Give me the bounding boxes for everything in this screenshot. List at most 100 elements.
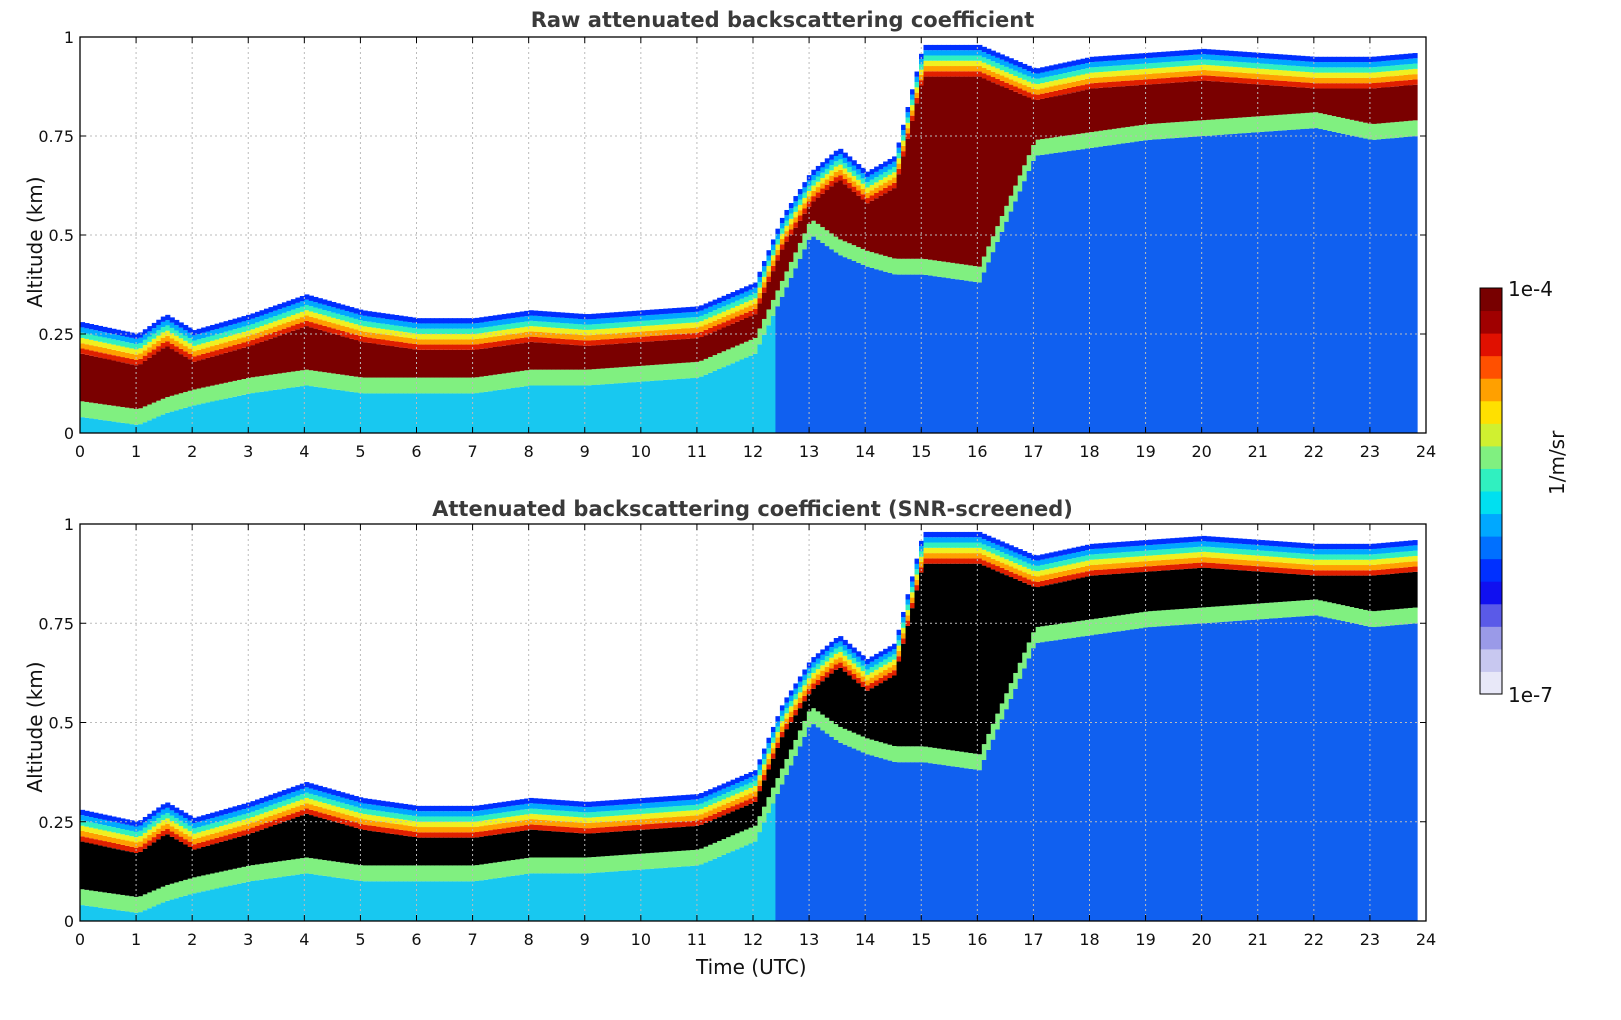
heatmap-cell: [192, 893, 198, 921]
heatmap-cell: [591, 833, 597, 858]
heatmap-cell: [672, 363, 678, 380]
heatmap-cell: [286, 388, 292, 433]
heatmap-cell: [331, 302, 337, 308]
heatmap-cell: [246, 829, 252, 835]
heatmap-cell: [919, 53, 925, 60]
heatmap-cell: [744, 795, 750, 801]
heatmap-cell: [84, 338, 90, 345]
heatmap-cell: [308, 295, 314, 301]
heatmap-cell: [1067, 77, 1073, 83]
heatmap-cell: [838, 164, 844, 170]
heatmap-cell: [1381, 55, 1387, 62]
heatmap-cell: [326, 321, 332, 328]
heatmap-cell: [1295, 76, 1301, 82]
heatmap-cell: [1071, 563, 1077, 569]
heatmap-cell: [735, 833, 741, 850]
heatmap-cell: [228, 812, 234, 819]
heatmap-cell: [560, 857, 566, 874]
heatmap-cell: [1085, 619, 1091, 636]
heatmap-cell: [510, 328, 516, 334]
heatmap-cell: [380, 816, 386, 822]
heatmap-cell: [910, 258, 916, 275]
heatmap-cell: [1399, 75, 1405, 81]
heatmap-cell: [147, 357, 153, 405]
heatmap-cell: [129, 825, 135, 831]
heatmap-cell: [806, 683, 812, 689]
heatmap-cell: [304, 792, 310, 798]
heatmap-cell: [999, 75, 1005, 81]
heatmap-cell: [456, 805, 462, 812]
heatmap-cell: [272, 389, 279, 433]
heatmap-cell: [201, 836, 207, 842]
heatmap-cell: [1331, 56, 1337, 63]
heatmap-cell: [1147, 79, 1153, 85]
heatmap-cell: [842, 671, 848, 729]
heatmap-cell: [995, 571, 1001, 714]
heatmap-cell: [1040, 139, 1046, 155]
heatmap-cell: [595, 822, 602, 828]
heatmap-cell: [788, 224, 794, 230]
heatmap-cell: [1035, 626, 1041, 643]
heatmap-cell: [1022, 95, 1028, 166]
heatmap-cell: [932, 260, 938, 277]
heatmap-cell: [380, 800, 386, 807]
heatmap-cell: [1313, 83, 1319, 89]
heatmap-cell: [483, 316, 489, 322]
heatmap-cell: [569, 344, 575, 370]
heatmap-cell: [515, 831, 521, 860]
heatmap-cell: [1152, 62, 1158, 69]
heatmap-cell: [497, 818, 503, 824]
heatmap-cell: [815, 192, 821, 198]
heatmap-cell: [824, 717, 830, 734]
heatmap-cell: [281, 811, 287, 817]
heatmap-cell: [344, 798, 350, 805]
heatmap-cell: [618, 831, 624, 856]
heatmap-cell: [770, 260, 777, 266]
heatmap-cell: [761, 260, 768, 267]
heatmap-cell: [151, 810, 157, 816]
heatmap-cell: [259, 375, 265, 392]
heatmap-cell: [456, 837, 462, 866]
heatmap-cell: [901, 135, 907, 141]
heatmap-cell: [1412, 84, 1418, 121]
heatmap-cell: [690, 805, 696, 811]
heatmap-cell: [178, 897, 184, 921]
heatmap-cell: [461, 837, 467, 866]
heatmap-cell: [865, 669, 871, 675]
heatmap-cell: [1049, 568, 1055, 574]
heatmap-cell: [649, 868, 655, 921]
heatmap-cell: [649, 823, 655, 830]
heatmap-cell: [797, 730, 803, 747]
heatmap-cell: [797, 242, 803, 259]
heatmap-cell: [1255, 63, 1261, 69]
heatmap-cell: [515, 327, 521, 334]
heatmap-cell: [515, 312, 521, 318]
heatmap-cell: [986, 48, 992, 55]
heatmap-cell: [250, 865, 256, 881]
heatmap-cell: [160, 820, 166, 826]
heatmap-cell: [1049, 70, 1055, 76]
heatmap-cell: [1390, 70, 1396, 77]
heatmap-cell: [483, 809, 489, 815]
heatmap-cell: [815, 669, 821, 675]
heatmap-cell: [497, 319, 503, 326]
heatmap-cell: [111, 355, 117, 361]
heatmap-cell: [147, 908, 153, 921]
heatmap-cell: [1206, 80, 1212, 120]
heatmap-cell: [371, 338, 377, 344]
heatmap-cell: [169, 333, 175, 339]
heatmap-cell: [537, 337, 543, 343]
heatmap-cell: [506, 339, 512, 346]
heatmap-cell: [1093, 575, 1100, 619]
heatmap-cell: [1219, 134, 1225, 434]
heatmap-cell: [183, 335, 189, 341]
heatmap-cell: [784, 774, 790, 921]
heatmap-cell: [546, 820, 552, 826]
heatmap-cell: [690, 362, 696, 379]
heatmap-cell: [174, 807, 180, 813]
heatmap-cell: [981, 73, 987, 79]
heatmap-cell: [304, 873, 310, 921]
heatmap-cell: [600, 800, 606, 807]
heatmap-cell: [1134, 125, 1140, 142]
heatmap-cell: [1295, 81, 1301, 88]
